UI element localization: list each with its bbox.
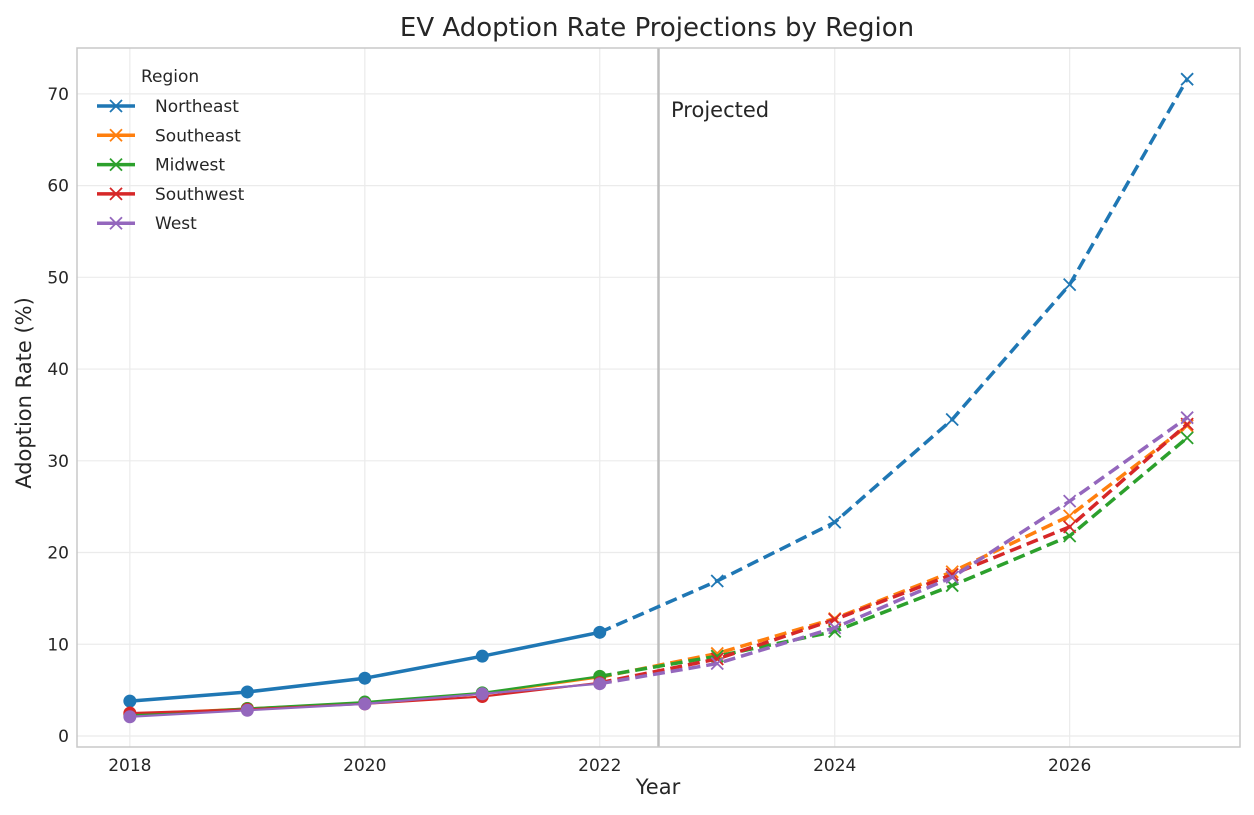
y-tick-label: 40 [47, 360, 69, 380]
y-tick-label: 60 [47, 177, 69, 197]
projected-point-midwest [1180, 431, 1194, 445]
legend-marker-northeast [109, 99, 123, 113]
projected-point-west [710, 656, 724, 671]
projected-line-midwest [599, 436, 1189, 679]
historical-point-west [593, 677, 607, 691]
plot-frame [76, 47, 1241, 748]
legend-label-northeast: Northeast [155, 97, 239, 117]
series-northeast [123, 72, 1194, 708]
y-tick-label: 50 [47, 268, 69, 288]
x-axis-ticks: 2018 2020 2022 2024 2026 [108, 756, 1091, 776]
y-axis-ticks: 0 10 20 30 40 50 60 70 [47, 85, 69, 747]
projected-point-southeast [1063, 509, 1077, 523]
legend: Region Northeast Southeast Midwest Southwest… [97, 67, 245, 234]
x-tick-label: 2024 [813, 756, 856, 776]
series-west [123, 411, 1194, 724]
projected-line-west [599, 416, 1189, 686]
legend-label-west: West [155, 214, 197, 234]
projected-line-northeast [599, 78, 1189, 634]
historical-point-west [475, 687, 489, 701]
legend-marker-west [109, 216, 123, 230]
historical-point-northeast [475, 649, 489, 663]
historical-point-west [240, 703, 254, 717]
projected-point-west [1063, 494, 1077, 508]
projected-point-west [828, 621, 842, 635]
y-tick-label: 70 [47, 85, 69, 105]
x-tick-label: 2018 [108, 756, 151, 776]
legend-marker-southeast [109, 128, 123, 142]
x-tick-label: 2020 [343, 756, 386, 776]
projected-point-northeast [710, 574, 724, 588]
x-tick-label: 2022 [578, 756, 621, 776]
projected-point-northeast [1063, 278, 1077, 292]
chart-title: EV Adoption Rate Projections by Region [400, 13, 914, 43]
projected-point-southwest [1063, 520, 1077, 534]
legend-label-southwest: Southwest [155, 185, 245, 205]
y-tick-label: 30 [47, 452, 69, 472]
projected-point-northeast [1180, 72, 1194, 86]
historical-point-northeast [358, 671, 372, 685]
projected-point-northeast [828, 515, 842, 529]
x-axis-label: Year [635, 775, 681, 799]
projected-point-northeast [945, 412, 959, 427]
historical-point-west [123, 710, 137, 724]
y-axis-label: Adoption Rate (%) [12, 297, 36, 489]
projected-point-west [1180, 411, 1194, 425]
y-tick-label: 20 [47, 544, 69, 564]
historical-point-northeast [123, 694, 137, 708]
legend-title: Region [141, 67, 199, 87]
legend-marker-midwest [109, 157, 123, 172]
y-tick-label: 0 [58, 727, 69, 747]
legend-label-southeast: Southeast [155, 126, 241, 146]
legend-marker-southwest [109, 187, 123, 201]
projected-point-west [945, 570, 959, 584]
historical-point-northeast [593, 625, 607, 639]
y-tick-label: 10 [47, 635, 69, 655]
x-tick-label: 2026 [1048, 756, 1091, 776]
projected-line-southwest [599, 422, 1189, 685]
historical-point-northeast [240, 685, 254, 699]
projected-line-southeast [599, 424, 1189, 679]
projected-annotation: Projected [671, 98, 769, 122]
legend-label-midwest: Midwest [155, 156, 225, 176]
historical-point-west [358, 697, 372, 711]
plot-area [123, 48, 1194, 747]
